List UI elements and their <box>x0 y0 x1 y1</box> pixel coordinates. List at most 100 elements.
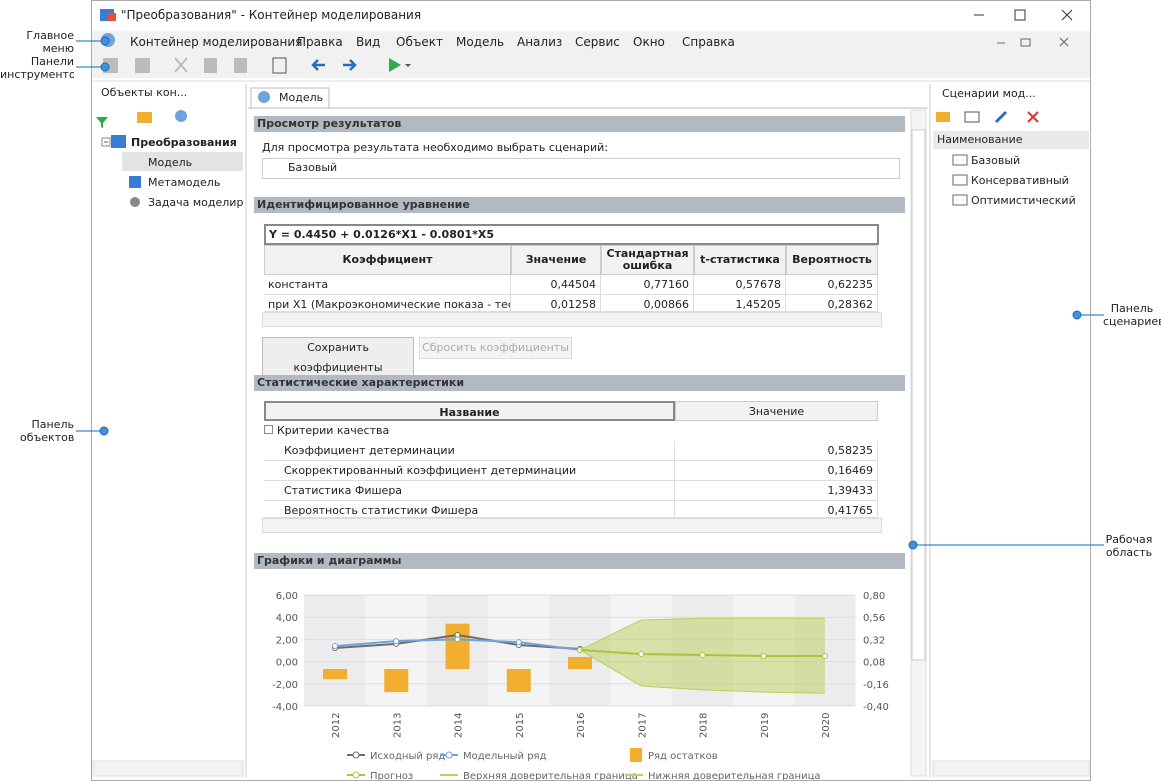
toolbar-icons[interactable] <box>103 58 247 73</box>
menu-item[interactable]: Правка <box>297 35 343 49</box>
menu-item[interactable]: Справка <box>682 35 735 49</box>
legend-marker <box>630 748 642 762</box>
tree-node[interactable]: Преобразования <box>131 136 237 149</box>
table-cell: Коэффициент детерминации <box>264 441 675 461</box>
legend-label: Исходный ряд <box>370 751 445 762</box>
scenario-icon[interactable] <box>964 111 980 123</box>
section-header[interactable]: Графики и диаграммы <box>254 553 905 569</box>
table-cell: 1,45205 <box>694 295 786 312</box>
table-cell: 0,77160 <box>601 275 694 295</box>
prompt: Для просмотра результата необходимо выбр… <box>262 141 609 154</box>
menu-item[interactable]: Контейнер моделирования <box>130 35 303 49</box>
folder-icon[interactable] <box>137 112 152 123</box>
y-tick-label: -4,00 <box>272 702 298 713</box>
legend-label: Модельный ряд <box>463 751 547 762</box>
scenario-combo[interactable] <box>262 158 900 179</box>
residual-bar <box>506 669 531 693</box>
forward-icon[interactable] <box>343 59 357 71</box>
menu-bar <box>92 31 1090 53</box>
y-tick-label: 4,00 <box>276 613 298 624</box>
scenario-item[interactable]: Консервативный <box>971 174 1069 187</box>
tree-node[interactable]: Задача моделиро <box>148 196 244 209</box>
filter-icon[interactable] <box>96 117 108 128</box>
run-icon[interactable] <box>389 58 401 72</box>
point <box>760 653 767 660</box>
group-toggle <box>264 425 273 434</box>
y-tick-label: 0,00 <box>276 658 298 669</box>
residual-bar <box>568 656 592 669</box>
point <box>699 651 706 658</box>
tab[interactable] <box>250 87 330 108</box>
table-cell: при X1 (Макроэкономические показа - тест… <box>264 295 511 312</box>
point <box>332 643 338 650</box>
point <box>822 653 828 660</box>
menu-item[interactable]: Сервис <box>575 35 620 49</box>
model-icon[interactable] <box>175 110 187 122</box>
residual-bar <box>323 669 347 680</box>
open-icon[interactable] <box>936 112 950 122</box>
annotation: Панель сценариев <box>1103 302 1161 328</box>
mdi-controls[interactable] <box>997 37 1069 47</box>
props-icon[interactable] <box>272 57 287 74</box>
formula: Y = 0.4450 + 0.0126*X1 - 0.0801*X5 <box>264 224 879 245</box>
bound-line <box>579 649 826 694</box>
menu-item[interactable]: Окно <box>633 35 665 49</box>
section-header[interactable]: Просмотр результатов <box>254 116 905 132</box>
button[interactable]: Сохранить коэффициенты <box>262 337 414 379</box>
tab-label[interactable]: Модель <box>279 91 324 104</box>
legend-marker <box>352 771 360 779</box>
h-scrollbar[interactable] <box>92 760 244 777</box>
table-cell: 0,58235 <box>675 441 878 461</box>
tree-toggle[interactable] <box>101 137 111 147</box>
y-tick-label: 6,00 <box>276 591 298 602</box>
menu-item[interactable]: Вид <box>356 35 381 49</box>
run-dropdown[interactable] <box>405 64 411 67</box>
tree-node[interactable]: Модель <box>148 156 193 169</box>
menu-item[interactable]: Объект <box>396 35 443 49</box>
x-tick-label: 2018 <box>699 713 710 738</box>
annotation: Рабочая область <box>1105 533 1153 559</box>
point <box>638 651 645 658</box>
table-cell: 0,28362 <box>786 295 878 312</box>
menu-item[interactable]: Модель <box>456 35 505 49</box>
maximize[interactable] <box>1014 9 1026 21</box>
x-tick-label: 2015 <box>515 713 526 738</box>
mdi-restore[interactable] <box>1020 38 1031 47</box>
h-scrollbar <box>262 518 882 533</box>
annotation: Главное меню <box>26 29 74 55</box>
tab-icon <box>258 91 270 103</box>
y-tick-label: -2,00 <box>272 680 298 691</box>
table-cell: Статистика Фишера <box>264 481 675 501</box>
cut-icon[interactable] <box>174 57 188 73</box>
x-tick-label: 2017 <box>637 713 648 738</box>
back-icon[interactable] <box>311 59 325 71</box>
task-node-icon <box>130 197 140 207</box>
section-header[interactable]: Идентифицированное уравнение <box>254 197 905 213</box>
annotation: Панель объектов <box>20 418 74 444</box>
menu-item[interactable]: Анализ <box>517 35 563 49</box>
table-cell: 1,39433 <box>675 481 878 501</box>
callouts <box>76 36 1104 550</box>
scenario-item[interactable]: Оптимистический <box>971 194 1076 207</box>
y2-tick-label: 0,08 <box>863 658 885 669</box>
point <box>515 639 522 646</box>
close[interactable] <box>1061 9 1073 21</box>
h-scrollbar[interactable] <box>932 760 1090 777</box>
table-cell: 0,00866 <box>601 295 694 312</box>
tree-node[interactable]: Метамодель <box>148 176 221 189</box>
column-header: Название <box>264 401 675 421</box>
delete-icon[interactable] <box>1027 111 1039 123</box>
section-header[interactable]: Статистические характеристики <box>254 375 905 391</box>
bound-line <box>579 617 825 651</box>
column-header: Значение <box>675 401 878 421</box>
selection <box>122 152 243 171</box>
point <box>393 638 400 645</box>
y-tick-label: 2,00 <box>276 635 298 646</box>
scroll-thumb[interactable] <box>911 129 926 661</box>
collapse-arrows[interactable] <box>886 121 898 564</box>
x-tick-label: 2012 <box>331 713 342 738</box>
table-cell: 0,44504 <box>511 275 601 295</box>
scenario-item[interactable]: Базовый <box>971 154 1021 167</box>
column-header: Стандартная ошибка <box>601 245 694 275</box>
edit-icon[interactable] <box>994 110 1008 124</box>
